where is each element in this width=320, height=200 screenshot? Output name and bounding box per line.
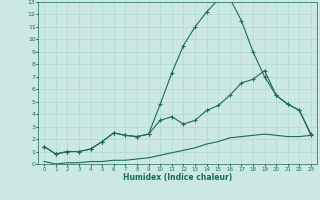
X-axis label: Humidex (Indice chaleur): Humidex (Indice chaleur) [123,173,232,182]
